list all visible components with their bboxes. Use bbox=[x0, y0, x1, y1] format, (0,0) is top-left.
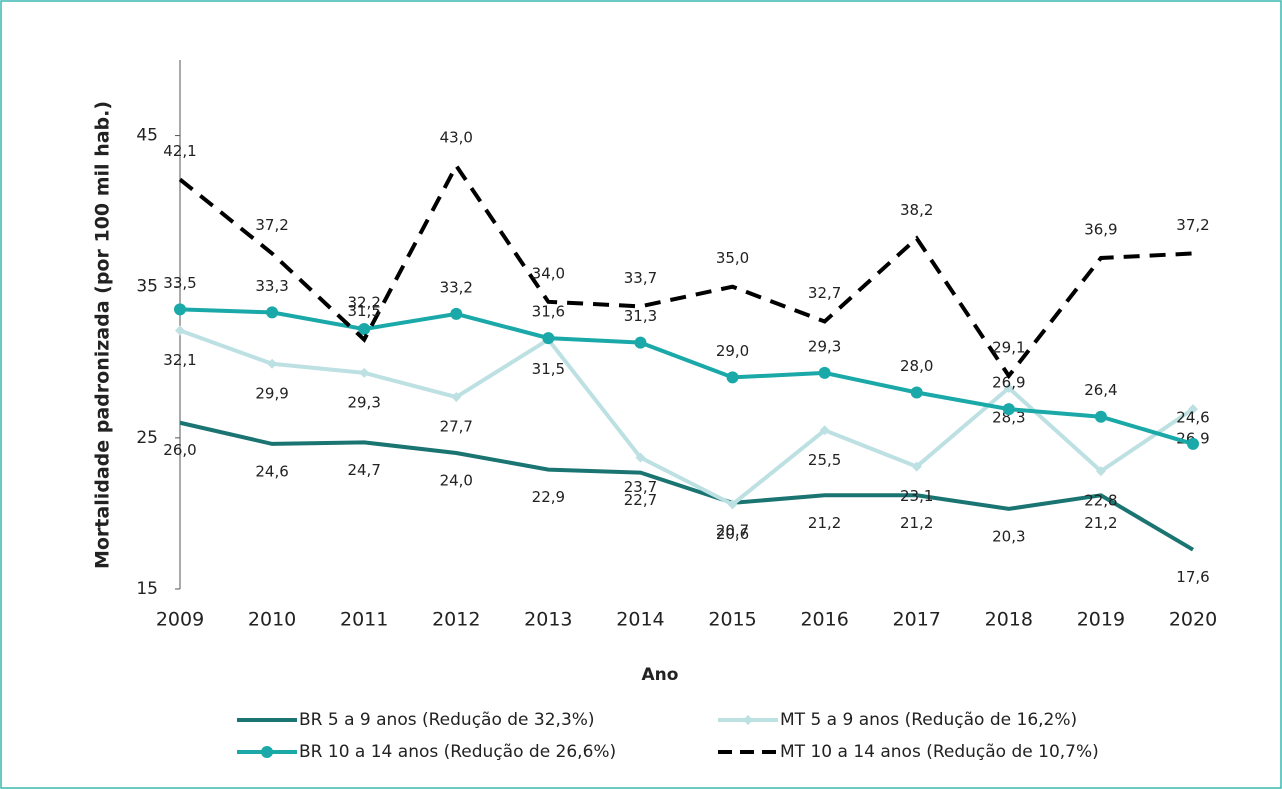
marker bbox=[1094, 410, 1107, 423]
series-line bbox=[179, 328, 1195, 507]
data-label: 29,1 bbox=[992, 338, 1025, 356]
series-line bbox=[178, 161, 1194, 380]
data-label: 32,7 bbox=[808, 284, 841, 302]
marker bbox=[819, 425, 830, 436]
data-label: 36,9 bbox=[1084, 220, 1117, 238]
data-label: 33,2 bbox=[440, 278, 473, 296]
data-label: 26,4 bbox=[1084, 381, 1117, 399]
x-tick-label: 2010 bbox=[248, 609, 296, 631]
marker bbox=[1188, 404, 1198, 415]
marker bbox=[634, 336, 647, 349]
data-label: 21,2 bbox=[900, 514, 933, 532]
marker bbox=[1003, 382, 1014, 393]
data-label: 23,7 bbox=[624, 478, 657, 496]
legend-label: MT 10 a 14 anos (Redução de 10,7%) bbox=[780, 742, 1099, 762]
data-label: 29,9 bbox=[255, 384, 288, 402]
data-label: 37,2 bbox=[1176, 216, 1209, 234]
data-label: 33,7 bbox=[624, 269, 657, 287]
marker bbox=[358, 323, 371, 336]
data-label: 34,0 bbox=[532, 264, 565, 282]
x-tick-label: 2017 bbox=[893, 609, 941, 631]
data-label: 31,6 bbox=[532, 303, 565, 321]
legend-label: BR 10 a 14 anos (Redução de 26,6%) bbox=[299, 742, 616, 762]
data-label: 33,3 bbox=[255, 277, 288, 295]
data-label: 20,6 bbox=[716, 525, 749, 543]
data-label: 31,5 bbox=[532, 360, 565, 378]
series-line bbox=[179, 420, 1195, 552]
data-label: 22,7 bbox=[624, 491, 657, 509]
marker bbox=[174, 303, 186, 316]
data-label: 27,7 bbox=[440, 418, 473, 436]
legend-marker bbox=[743, 715, 753, 725]
legend-label: BR 5 a 9 anos (Redução de 32,3%) bbox=[299, 710, 595, 730]
data-label: 21,2 bbox=[1084, 514, 1117, 532]
y-tick-label: 35 bbox=[136, 277, 158, 297]
data-label: 17,6 bbox=[1176, 568, 1209, 586]
data-label: 31,5 bbox=[347, 302, 380, 320]
data-label: 21,2 bbox=[808, 514, 841, 532]
data-label: 25,5 bbox=[808, 451, 841, 469]
data-label: 24,7 bbox=[347, 461, 380, 479]
data-label: 43,0 bbox=[440, 128, 473, 146]
marker bbox=[911, 461, 922, 472]
marker bbox=[359, 367, 370, 378]
data-label: 31,3 bbox=[624, 307, 657, 325]
data-label: 22,8 bbox=[1084, 492, 1117, 510]
marker bbox=[451, 392, 462, 403]
data-label: 26,9 bbox=[992, 374, 1025, 392]
x-tick-label: 2015 bbox=[708, 609, 756, 631]
x-tick-label: 2020 bbox=[1169, 609, 1217, 631]
data-label: 28,0 bbox=[900, 357, 933, 375]
marker bbox=[450, 307, 463, 320]
marker bbox=[727, 499, 738, 510]
data-label: 24,6 bbox=[255, 462, 288, 480]
data-label: 35,0 bbox=[716, 249, 749, 267]
y-tick-label: 25 bbox=[136, 428, 158, 448]
marker bbox=[910, 386, 923, 399]
data-label: 24,0 bbox=[440, 471, 473, 489]
x-tick-label: 2013 bbox=[524, 609, 572, 631]
marker bbox=[266, 306, 279, 319]
y-tick-label: 45 bbox=[136, 126, 158, 146]
data-label: 20,7 bbox=[716, 521, 749, 539]
y-tick-label: 15 bbox=[136, 579, 158, 599]
data-label: 24,6 bbox=[1176, 408, 1209, 426]
marker bbox=[267, 358, 278, 369]
data-label: 20,3 bbox=[992, 527, 1025, 545]
x-tick-label: 2014 bbox=[616, 609, 664, 631]
marker bbox=[175, 325, 185, 336]
data-label: 38,2 bbox=[900, 201, 933, 219]
legend-label: MT 5 a 9 anos (Redução de 16,2%) bbox=[780, 710, 1077, 730]
data-label: 32,1 bbox=[163, 351, 196, 369]
marker bbox=[726, 371, 739, 384]
data-label: 29,3 bbox=[808, 337, 841, 355]
x-tick-label: 2009 bbox=[156, 609, 204, 631]
data-label: 37,2 bbox=[255, 216, 288, 234]
data-label: 26,0 bbox=[163, 441, 196, 459]
marker bbox=[1002, 403, 1015, 416]
marker bbox=[635, 452, 646, 463]
marker bbox=[1095, 466, 1106, 477]
data-label: 29,0 bbox=[716, 342, 749, 360]
marker bbox=[818, 366, 831, 379]
marker bbox=[542, 332, 555, 345]
x-axis-title: Ano bbox=[642, 665, 679, 685]
data-label: 29,3 bbox=[347, 393, 380, 411]
data-label: 42,1 bbox=[163, 142, 196, 160]
data-label: 33,5 bbox=[163, 274, 196, 292]
x-tick-label: 2016 bbox=[800, 609, 848, 631]
x-tick-label: 2012 bbox=[432, 609, 480, 631]
data-label: 32,2 bbox=[347, 294, 380, 312]
marker bbox=[1187, 437, 1199, 450]
legend-marker bbox=[261, 746, 273, 758]
data-label: 22,9 bbox=[532, 488, 565, 506]
x-tick-label: 2011 bbox=[340, 609, 388, 631]
x-tick-label: 2019 bbox=[1077, 609, 1125, 631]
y-axis-title: Mortalidade padronizada (por 100 mil hab… bbox=[92, 101, 114, 569]
data-label: 28,3 bbox=[992, 408, 1025, 426]
x-tick-label: 2018 bbox=[985, 609, 1033, 631]
data-label: 23,1 bbox=[900, 487, 933, 505]
